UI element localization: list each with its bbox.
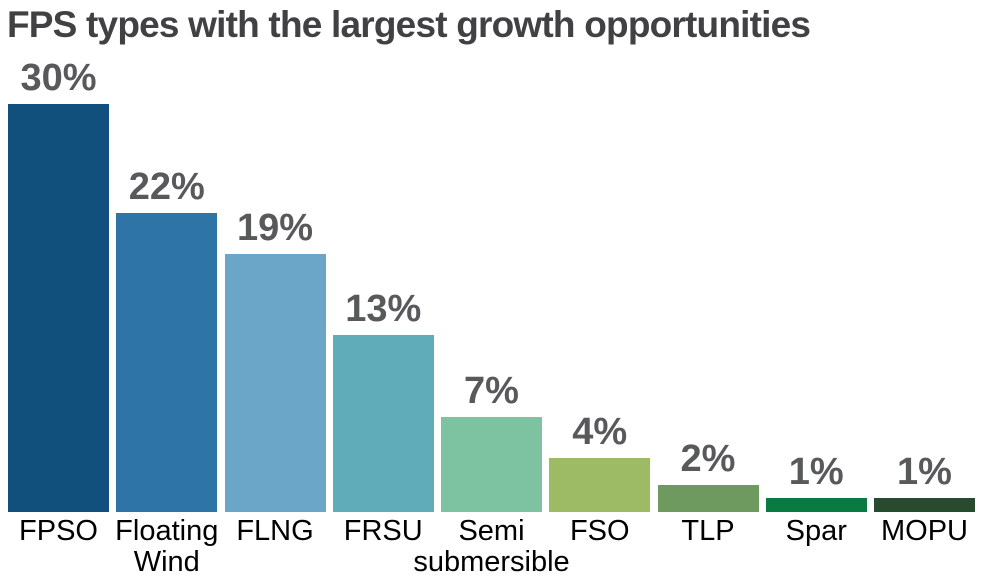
bar-value-label-frsu: 13% xyxy=(345,288,422,330)
bar-semi-submersible xyxy=(441,417,542,512)
category-label-semi-submersible: Semi submersible xyxy=(413,515,570,578)
category-label-frsu: FRSU xyxy=(343,515,423,547)
bar-mopu xyxy=(874,498,975,512)
category-label-tlp: TLP xyxy=(681,515,735,547)
chart-title: FPS types with the largest growth opport… xyxy=(7,4,811,45)
bar-fso xyxy=(549,458,651,512)
bar-floating-wind xyxy=(116,213,218,512)
bar-value-label-flng: 19% xyxy=(236,207,314,249)
bar-value-label-spar: 1% xyxy=(788,451,844,493)
bar-flng xyxy=(224,254,326,512)
bar-value-label-floating-wind: 22% xyxy=(128,166,205,208)
category-label-flng: FLNG xyxy=(236,515,314,547)
bar-value-label-tlp: 2% xyxy=(680,438,736,480)
bar-value-label-fso: 4% xyxy=(572,411,628,453)
category-label-spar: Spar xyxy=(785,515,847,547)
category-label-fpso: FPSO xyxy=(19,515,98,547)
bar-fpso xyxy=(8,104,109,512)
category-label-fso: FSO xyxy=(569,515,630,547)
bar-value-label-fpso: 30% xyxy=(20,57,97,99)
bar-frsu xyxy=(332,335,434,512)
bar-spar xyxy=(765,498,867,512)
category-label-floating-wind: Floating Wind xyxy=(115,515,219,578)
bar-value-label-semi-submersible: 7% xyxy=(464,370,519,412)
bar-tlp xyxy=(657,485,759,512)
bar-value-label-mopu: 1% xyxy=(897,451,952,493)
category-label-mopu: MOPU xyxy=(881,515,968,547)
